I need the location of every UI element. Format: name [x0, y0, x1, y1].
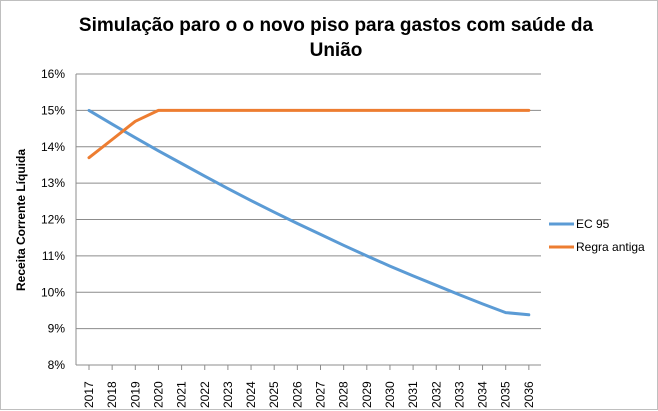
chart-title-line-2: União: [310, 40, 363, 61]
x-tick-label: 2024: [244, 381, 258, 408]
x-tick-label: 2020: [151, 381, 165, 408]
legend-label: EC 95: [576, 217, 610, 231]
y-tick-label: 14%: [41, 140, 65, 154]
x-tick-label: 2035: [499, 381, 513, 408]
x-tick-label: 2033: [452, 381, 466, 408]
legend-label: Regra antiga: [576, 240, 645, 254]
y-tick-label: 11%: [42, 249, 65, 263]
y-tick-label: 15%: [41, 103, 65, 117]
x-tick-label: 2029: [360, 381, 374, 408]
y-axis-ticks: 16% 15% 14% 13% 12% 11% 10% 9% 8%: [41, 67, 65, 372]
y-tick-label: 10%: [41, 285, 65, 299]
x-tick-label: 2026: [290, 381, 304, 408]
x-tick-label: 2021: [175, 381, 189, 408]
x-axis-ticks: 2017 2018 2019 2020 2021 2022 2023 2024 2025 2026…: [82, 365, 536, 408]
series-line-ec-95: [87, 108, 531, 317]
x-tick-label: 2028: [337, 381, 351, 408]
x-tick-label: 2022: [198, 381, 212, 408]
x-tick-label: 2017: [82, 381, 96, 408]
y-tick-label: 9%: [48, 322, 66, 336]
x-tick-label: 2036: [522, 381, 536, 408]
series-lines: [87, 108, 531, 317]
y-tick-label: 8%: [48, 358, 66, 372]
series-line-regra-antiga: [87, 108, 531, 160]
x-tick-label: 2031: [406, 381, 420, 408]
chart-title-line-1: Simulação paro o o novo piso para gastos…: [79, 15, 594, 36]
y-tick-label: 12%: [41, 213, 65, 227]
x-tick-label: 2032: [429, 381, 443, 408]
y-tick-label: 13%: [41, 176, 65, 190]
x-tick-label: 2027: [314, 381, 328, 408]
legend: EC 95 Regra antiga: [549, 217, 645, 254]
y-tick-label: 16%: [41, 67, 65, 81]
x-tick-label: 2018: [105, 381, 119, 408]
x-tick-label: 2023: [221, 381, 235, 408]
y-axis-title: Receita Corrente Líquida: [14, 149, 28, 291]
x-tick-label: 2025: [267, 381, 281, 408]
x-tick-label: 2034: [476, 381, 490, 408]
x-tick-label: 2030: [383, 381, 397, 408]
x-tick-label: 2019: [128, 381, 142, 408]
